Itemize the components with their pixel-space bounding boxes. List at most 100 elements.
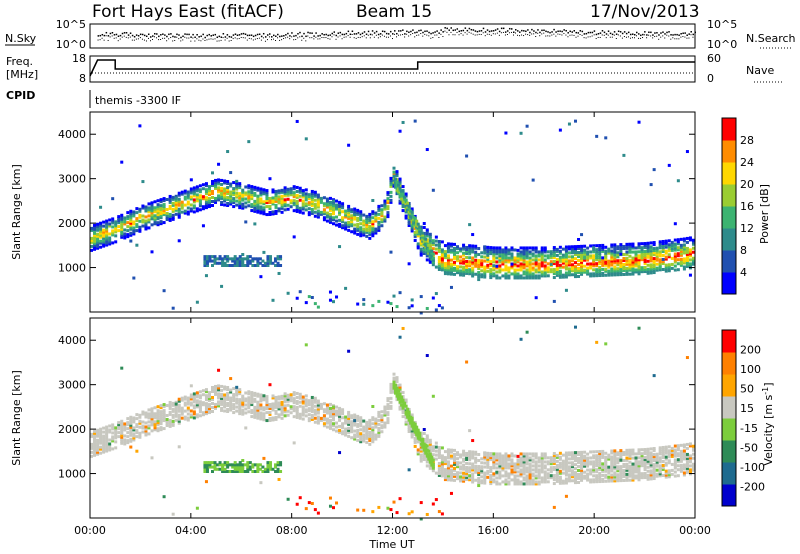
heatmap-cell — [428, 450, 432, 454]
heatmap-cell — [229, 408, 233, 412]
heatmap-cell — [111, 439, 115, 443]
noise-sample — [456, 28, 459, 30]
noise-sample — [648, 31, 650, 34]
heatmap-cell — [640, 270, 644, 274]
heatmap-cell — [468, 250, 472, 254]
heatmap-cell — [135, 449, 139, 453]
heatmap-cell — [561, 275, 565, 279]
heatmap-cell — [274, 411, 278, 415]
heatmap-cell — [208, 255, 212, 259]
heatmap-cell — [168, 200, 172, 204]
heatmap-cell — [347, 224, 351, 228]
heatmap-cell — [610, 249, 614, 253]
heatmap-cell — [422, 440, 426, 443]
heatmap-cell — [283, 396, 287, 400]
heatmap-cell — [168, 214, 172, 218]
heatmap-cell — [344, 286, 348, 290]
heatmap-cell — [519, 482, 523, 486]
heatmap-cell — [105, 433, 109, 437]
heatmap-cell — [564, 249, 568, 253]
heatmap-cell — [446, 464, 450, 468]
heatmap-cell — [371, 428, 375, 432]
heatmap-cell — [99, 429, 103, 433]
heatmap-cell — [313, 408, 317, 412]
heatmap-cell — [498, 454, 502, 458]
heatmap-cell — [419, 239, 423, 243]
heatmap-cell — [316, 405, 320, 409]
heatmap-cell — [96, 452, 100, 456]
noise-sample — [406, 30, 408, 33]
heatmap-cell — [409, 215, 413, 219]
heatmap-cell — [298, 290, 302, 294]
heatmap-cell — [567, 461, 571, 465]
noise-search-sample — [611, 36, 613, 38]
heatmap-cell — [449, 264, 453, 268]
heatmap-cell — [276, 261, 280, 265]
heatmap-cell — [652, 265, 656, 269]
heatmap-cell — [534, 470, 538, 474]
heatmap-cell — [462, 453, 466, 457]
heatmap-cell — [664, 263, 668, 267]
heatmap-cell — [380, 210, 384, 214]
noise-search-sample — [565, 34, 567, 36]
heatmap-cell — [507, 258, 511, 262]
heatmap-cell — [613, 477, 617, 481]
heatmap-cell — [410, 429, 414, 433]
heatmap-cell — [304, 137, 308, 141]
heatmap-cell — [186, 210, 190, 214]
heatmap-cell — [586, 458, 590, 462]
heatmap-cell — [567, 457, 571, 461]
heatmap-cell — [434, 251, 438, 255]
heatmap-cell — [622, 478, 626, 482]
heatmap-cell — [558, 257, 562, 261]
heatmap-cell — [256, 210, 260, 214]
heatmap-cell — [625, 266, 629, 270]
heatmap-cell — [217, 198, 221, 202]
heatmap-cell — [403, 197, 407, 201]
heatmap-cell — [189, 415, 193, 419]
noise-sample — [101, 33, 104, 36]
heatmap-cell — [480, 273, 484, 277]
heatmap-cell — [440, 462, 444, 466]
heatmap-cell — [356, 226, 360, 230]
heatmap-cell — [462, 269, 466, 273]
heatmap-cell — [153, 416, 157, 420]
heatmap-cell — [244, 205, 248, 209]
heatmap-cell — [204, 402, 208, 406]
y-tick-label: 3000 — [58, 173, 86, 186]
heatmap-cell — [268, 206, 272, 210]
heatmap-cell — [259, 395, 263, 399]
heatmap-cell — [421, 237, 425, 241]
heatmap-cell — [132, 228, 136, 232]
heatmap-cell — [631, 268, 635, 272]
heatmap-cell — [325, 421, 329, 425]
heatmap-cell — [401, 191, 405, 195]
heatmap-cell — [135, 207, 139, 211]
heatmap-cell — [359, 416, 363, 420]
heatmap-cell — [371, 434, 375, 438]
noise-search-sample — [682, 36, 684, 38]
heatmap-cell — [247, 398, 251, 402]
heatmap-cell — [120, 419, 124, 423]
heatmap-cell — [613, 267, 617, 271]
heatmap-cell — [546, 254, 550, 258]
heatmap-cell — [613, 257, 617, 261]
freq-right-tick-bottom: 0 — [707, 72, 714, 85]
heatmap-cell — [90, 432, 93, 436]
noise-sample — [621, 32, 624, 35]
noise-search-sample — [591, 35, 593, 37]
heatmap-cell — [156, 417, 160, 421]
heatmap-cell — [114, 446, 118, 450]
heatmap-cell — [428, 232, 432, 236]
noise-search-sample — [543, 32, 545, 34]
heatmap-cell — [243, 257, 247, 261]
heatmap-cell — [338, 406, 342, 410]
heatmap-cell — [661, 247, 665, 251]
heatmap-cell — [468, 264, 472, 268]
heatmap-cell — [286, 497, 290, 501]
heatmap-cell — [437, 268, 441, 271]
heatmap-cell — [223, 199, 227, 203]
heatmap-cell — [159, 214, 163, 218]
heatmap-cell — [631, 476, 635, 480]
heatmap-cell — [543, 464, 547, 468]
